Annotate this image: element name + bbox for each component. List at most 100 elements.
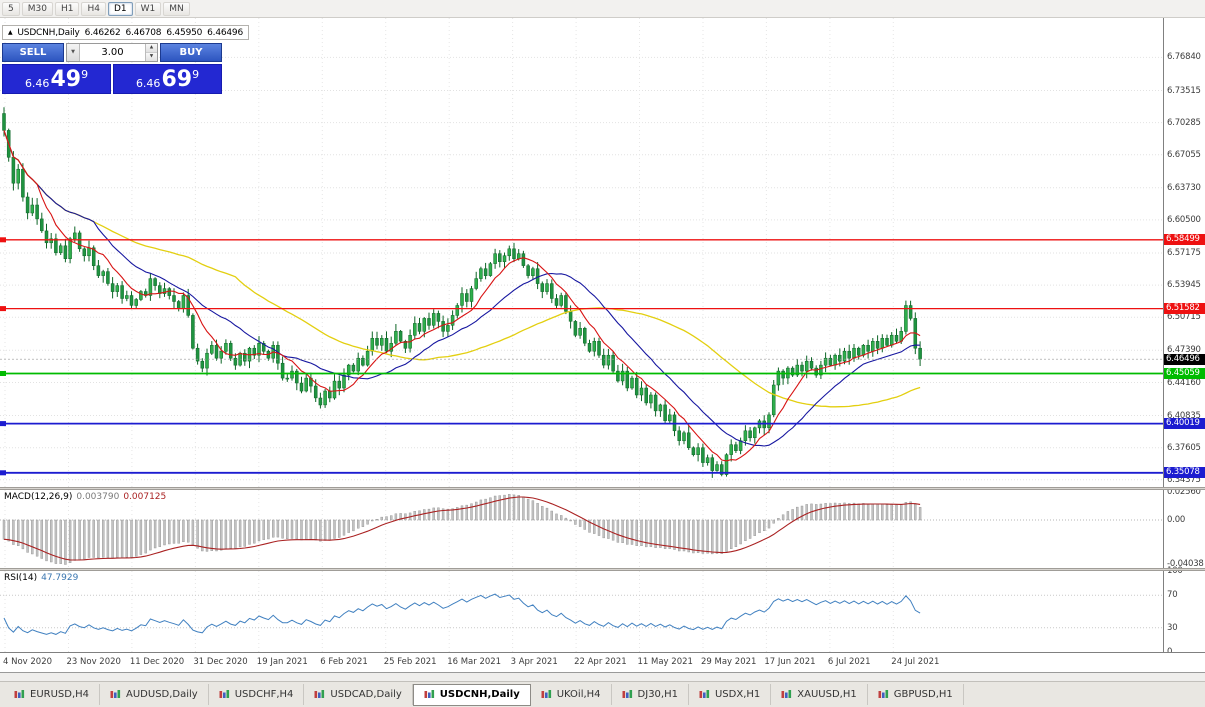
pane-splitter[interactable] [0,487,1205,490]
date-tick-label: 22 Apr 2021 [574,657,627,667]
price-axis-label: 6.76840 [1167,52,1201,63]
status-strip [0,672,1205,681]
buy-price-prefix: 6.46 [135,77,161,90]
collapse-arrow-icon[interactable]: ▲ [8,29,13,36]
current-price-badge: 6.46496 [1164,353,1205,365]
chart-tab-eurusd[interactable]: EURUSD,H4 [4,684,101,705]
buy-price-display[interactable]: 6.46 69 9 [113,64,222,94]
chart-ohlc-header: ▲ USDCNH,Daily 6.46262 6.46708 6.45950 6… [2,25,249,40]
volume-increase-icon[interactable]: ▲ [146,44,157,52]
date-tick-label: 29 May 2021 [701,657,757,667]
rsi-value: 47.7929 [41,573,79,583]
date-tick-label: 16 Mar 2021 [447,657,502,667]
rsi-indicator-label: RSI(14) 47.7929 [4,573,82,583]
chart-tab-dj30[interactable]: DJ30,H1 [612,684,689,705]
price-axis-label: 6.34375 [1167,474,1201,485]
timeframe-button-mn[interactable]: MN [163,1,190,16]
date-tick-label: 19 Jan 2021 [256,657,308,667]
date-tick-label: 11 May 2021 [637,657,693,667]
chart-tab-gbpusd[interactable]: GBPUSD,H1 [868,684,964,705]
rsi-axis-label: 100 [1167,566,1183,576]
timeframe-button-m30[interactable]: M30 [21,1,53,16]
volume-value[interactable]: 3.00 [101,47,124,58]
chart-tab-icon [110,689,121,700]
chart-tab-label: AUDUSD,Daily [126,689,198,700]
pane-splitter[interactable] [0,568,1205,571]
rsi-axis-label: 30 [1167,622,1178,633]
time-scale[interactable]: 4 Nov 2020 23 Nov 2020 11 Dec 2020 31 Dec 2… [0,652,1205,672]
chart-tab-ukoil[interactable]: UKOil,H4 [531,684,612,705]
chart-tab-icon [541,689,552,700]
rsi-title: RSI(14) [4,573,38,583]
close-value: 6.46496 [207,27,243,38]
chart-tab-label: XAUUSD,H1 [797,689,857,700]
sell-price-prefix: 6.46 [24,77,50,90]
price-axis-label: 6.53945 [1167,280,1201,291]
one-click-trading-widget: SELL ▼ 3.00 ▲ ▼ BUY 6.46 49 9 6.46 69 9 [2,43,222,94]
sell-button[interactable]: SELL [2,43,64,62]
date-tick-label: 17 Jun 2021 [764,657,816,667]
chart-tab-usdx[interactable]: USDX,H1 [689,684,772,705]
chart-tab-icon [424,689,435,700]
sell-price-sup: 9 [81,68,89,81]
timeframe-button-h4[interactable]: H4 [81,1,106,16]
chart-tab-label: DJ30,H1 [637,689,678,700]
timeframe-button-d1[interactable]: D1 [107,1,133,16]
volume-spinner[interactable]: ▲ ▼ [145,44,157,61]
chart-tab-label: USDCHF,H4 [234,689,294,700]
buy-price-sup: 9 [192,68,200,81]
macd-indicator-pane[interactable] [0,490,1163,568]
chart-tab-label: USDX,H1 [714,689,761,700]
price-axis-label: 6.37605 [1167,442,1201,453]
chart-tab-usdcnh[interactable]: USDCNH,Daily [412,683,531,706]
timeframe-button-h1[interactable]: H1 [54,1,80,16]
price-axis-label: 6.50715 [1167,312,1201,323]
sell-price-display[interactable]: 6.46 49 9 [2,64,111,94]
chart-tab-audusd[interactable]: AUDUSD,Daily [100,684,209,705]
volume-decrease-icon[interactable]: ▼ [146,52,157,61]
date-tick-label: 24 Jul 2021 [891,657,940,667]
volume-stepper[interactable]: ▼ 3.00 ▲ ▼ [66,43,158,62]
chart-tab-bar: EURUSD,H4 AUDUSD,Daily USDCHF,H4 USDCAD,Dai… [0,681,1205,707]
chart-tab-icon [781,689,792,700]
chart-symbol-label: USDCNH,Daily [17,27,80,38]
price-axis-label: 6.70285 [1167,117,1201,128]
date-tick-label: 23 Nov 2020 [66,657,121,667]
buy-button[interactable]: BUY [160,43,222,62]
chart-tab-label: EURUSD,H4 [30,689,90,700]
level-price-badge: 6.35078 [1164,467,1205,479]
low-value: 6.45950 [166,27,203,38]
volume-dropdown-icon[interactable]: ▼ [67,44,80,61]
sell-price-big: 49 [50,67,82,92]
date-tick-label: 6 Jul 2021 [827,657,871,667]
date-tick-label: 3 Apr 2021 [510,657,558,667]
date-tick-label: 6 Feb 2021 [320,657,368,667]
macd-indicator-label: MACD(12,26,9) 0.003790 0.007125 [4,492,170,502]
chart-tab-label: USDCAD,Daily [330,689,402,700]
chart-tab-usdchf[interactable]: USDCHF,H4 [209,684,305,705]
chart-tab-icon [219,689,230,700]
price-scale[interactable]: 6.76840 6.73515 6.70285 6.67055 6.63730 6.605… [1163,18,1205,657]
rsi-axis-label: 70 [1167,590,1178,601]
price-axis-label: 6.44160 [1167,377,1201,388]
price-axis-label: 6.63730 [1167,182,1201,193]
macd-axis-label: 0.00 [1167,515,1186,525]
macd-signal-value: 0.007125 [123,492,167,502]
chart-tab-icon [14,689,25,700]
rsi-indicator-pane[interactable] [0,571,1163,652]
timeframe-button-5[interactable]: 5 [2,1,20,16]
chart-tab-icon [314,689,325,700]
date-tick-label: 11 Dec 2020 [129,657,185,667]
level-price-badge: 6.45059 [1164,368,1205,379]
price-axis-label: 6.73515 [1167,85,1201,96]
chart-tab-xauusd[interactable]: XAUUSD,H1 [771,684,868,705]
macd-main-value: 0.003790 [76,492,120,502]
chart-tab-usdcad[interactable]: USDCAD,Daily [304,684,413,705]
timeframe-button-w1[interactable]: W1 [134,1,162,16]
level-price-badge: 6.51582 [1164,303,1205,315]
price-chart-pane[interactable] [0,18,1163,487]
level-price-badge: 6.40019 [1164,418,1205,430]
level-price-badge: 6.58499 [1164,234,1205,246]
buy-price-big: 69 [161,67,193,92]
